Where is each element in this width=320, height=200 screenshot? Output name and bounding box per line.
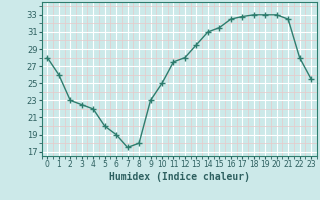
X-axis label: Humidex (Indice chaleur): Humidex (Indice chaleur) (109, 172, 250, 182)
